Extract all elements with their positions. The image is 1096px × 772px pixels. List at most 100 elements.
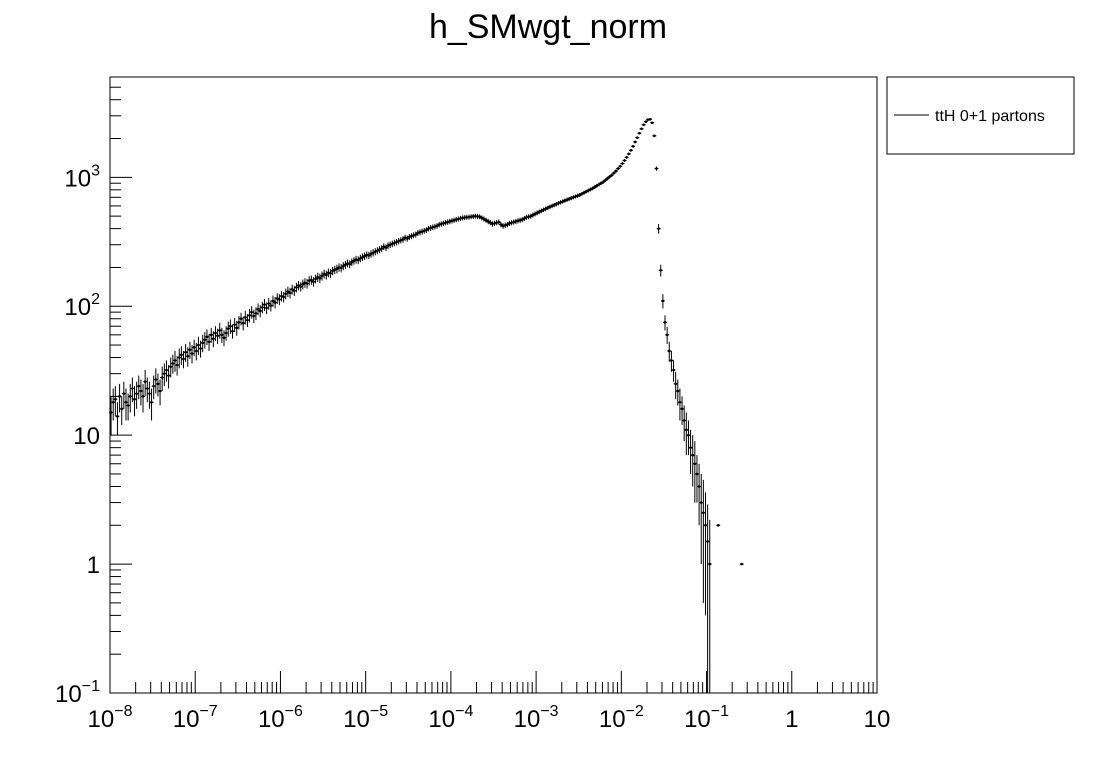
data-point [147, 381, 152, 409]
data-point [141, 383, 146, 413]
data-point [113, 386, 118, 417]
data-point [198, 340, 203, 358]
data-point [170, 354, 175, 374]
data-point [121, 381, 126, 409]
data-point [707, 519, 712, 693]
data-point [383, 244, 388, 252]
data-point [228, 319, 233, 334]
data-point [349, 258, 354, 267]
y-axis-tick-labels: 10−1 1 10 102 103 [55, 162, 100, 708]
data-point [130, 377, 135, 403]
data-point [277, 294, 282, 306]
data-point [160, 366, 165, 392]
data-point [688, 429, 693, 474]
data-point [605, 176, 610, 181]
data-point [635, 136, 640, 139]
data-point [249, 306, 254, 319]
data-point [253, 307, 258, 321]
data-point [115, 402, 120, 436]
data-point [435, 223, 440, 229]
y-tick-label: 102 [64, 291, 100, 321]
data-point [224, 326, 229, 341]
data-point [590, 186, 595, 191]
y-tick-label: 1 [87, 552, 100, 579]
data-point [622, 159, 627, 162]
data-point [624, 155, 629, 159]
data-point [520, 217, 525, 223]
data-point [196, 336, 201, 355]
data-point [217, 323, 222, 339]
data-point [614, 169, 619, 173]
data-point [366, 251, 371, 260]
data-point [509, 220, 514, 226]
data-point [360, 253, 365, 262]
x-tick-label: 10−7 [173, 703, 218, 733]
data-point [132, 386, 137, 417]
data-point [343, 260, 348, 269]
data-point [119, 396, 124, 425]
data-point [667, 341, 672, 362]
data-point [175, 356, 180, 376]
data-point [628, 149, 633, 152]
data-point [620, 162, 625, 166]
data-point [273, 296, 278, 309]
data-point [260, 301, 265, 314]
y-tick-label: 10−1 [55, 678, 100, 708]
data-point [705, 504, 710, 693]
data-point [256, 303, 261, 316]
data-point [658, 264, 663, 277]
data-point [358, 254, 363, 263]
x-tick-label: 10−3 [514, 703, 559, 733]
data-point [194, 342, 199, 361]
data-point [219, 327, 224, 343]
x-tick-label: 10−2 [599, 703, 644, 733]
data-point [413, 231, 418, 238]
data-point [481, 216, 486, 222]
x-tick-label: 10−8 [88, 703, 133, 733]
data-point [145, 377, 150, 403]
data-points [109, 117, 744, 693]
data-point [648, 117, 653, 121]
data-point [296, 280, 301, 291]
data-point [611, 171, 616, 175]
data-point [226, 321, 231, 337]
data-point [294, 282, 299, 293]
data-point [317, 273, 322, 284]
data-point [618, 164, 623, 168]
data-point [677, 388, 682, 421]
data-point [177, 348, 182, 369]
x-tick-label: 10−6 [258, 703, 303, 733]
data-point [498, 221, 503, 228]
data-point [716, 523, 721, 527]
data-point [673, 371, 678, 400]
data-point [616, 166, 621, 171]
plot-frame [109, 76, 878, 694]
data-point [686, 420, 691, 456]
y-tick-label: 10 [73, 423, 100, 450]
data-point [283, 288, 288, 300]
data-point [603, 178, 608, 182]
data-point [660, 294, 665, 309]
data-point [251, 309, 256, 324]
data-point [270, 295, 275, 307]
data-point [599, 181, 604, 186]
data-point [641, 123, 646, 126]
data-point [405, 235, 410, 242]
x-axis-tick-labels: 10−8 10−7 10−6 10−5 10−4 10−3 10−2 10−1 1 10 [88, 703, 891, 733]
data-point [356, 256, 361, 265]
data-point [166, 365, 171, 389]
y-tick-label: 103 [64, 162, 100, 192]
data-point [288, 287, 293, 299]
data-point [362, 252, 367, 260]
data-point [138, 379, 143, 406]
data-point [368, 250, 373, 258]
data-point [694, 455, 699, 503]
data-point [126, 393, 131, 421]
data-point [245, 314, 250, 328]
data-point [192, 339, 197, 357]
data-point [164, 360, 169, 382]
data-point [486, 218, 491, 225]
data-point [172, 350, 177, 372]
data-point [692, 441, 697, 503]
y-axis-minor-ticks [110, 76, 132, 694]
